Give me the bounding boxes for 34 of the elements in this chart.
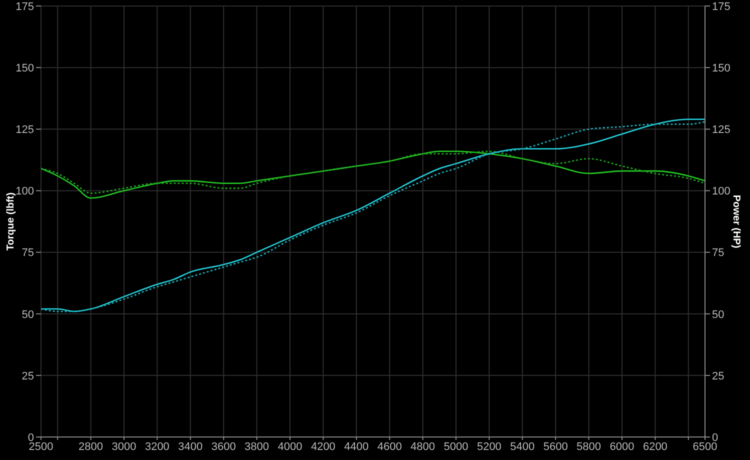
x-tick-label: 4200 [310, 440, 336, 453]
x-tick-label: 5400 [510, 440, 535, 453]
y2-tick-label: 150 [712, 62, 730, 74]
y-tick-label: 150 [16, 62, 34, 74]
x-tick-label: 3200 [144, 440, 170, 453]
x-tick-label: 3800 [244, 440, 270, 453]
x-tick-label: 3000 [112, 440, 136, 453]
x-tick-label: 5000 [444, 440, 468, 453]
y2-axis-title: Power (HP) [730, 194, 742, 248]
x-tick-label: 3600 [211, 440, 236, 453]
y-tick-label: 100 [16, 186, 34, 198]
y2-tick-label: 75 [712, 247, 724, 260]
y2-tick-label: 125 [712, 124, 730, 136]
x-tick-label: 3400 [178, 440, 203, 453]
x-tick-label: 5800 [576, 440, 602, 453]
y2-tick-label: 25 [712, 370, 724, 382]
y2-tick-label: 50 [712, 308, 724, 321]
x-tick-label: 6200 [642, 440, 668, 453]
y-tick-label: 50 [22, 308, 34, 321]
y-axis-title: Torque (lbft) [6, 192, 16, 251]
y-tick-label: 125 [16, 124, 34, 136]
y-tick-label: 175 [16, 0, 34, 13]
x-tick-label: 5200 [476, 440, 502, 453]
y-tick-label: 25 [22, 370, 34, 382]
x-tick-label: 4600 [377, 440, 402, 453]
x-tick-label: 5600 [543, 440, 568, 453]
x-tick-label: 4400 [344, 440, 369, 453]
y-tick-label: 75 [22, 247, 34, 260]
y2-tick-label: 175 [712, 0, 730, 13]
x-tick-label: 4000 [278, 440, 302, 453]
x-tick-label: 4800 [410, 440, 436, 453]
y2-tick-label: 100 [712, 186, 730, 198]
x-tick-label: 6000 [610, 440, 634, 453]
x-tick-label: 2800 [78, 440, 104, 453]
